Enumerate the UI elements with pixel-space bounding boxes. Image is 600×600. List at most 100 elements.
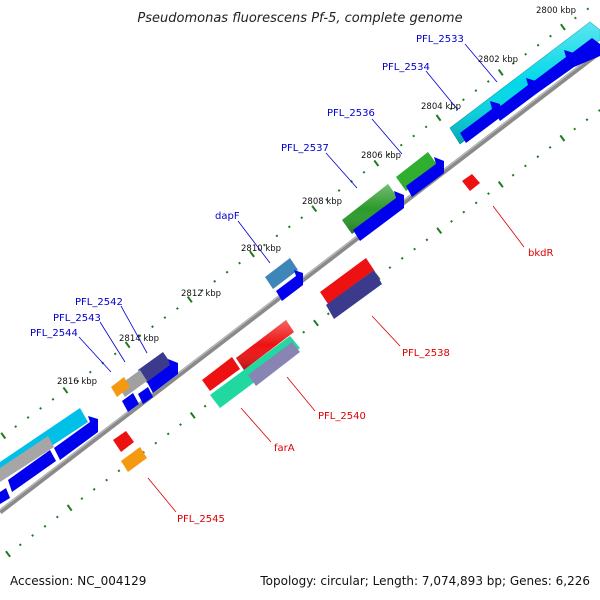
forward-gene-labels: PFL_2533 PFL_2534 PFL_2536 PFL_2537 dapF…: [30, 34, 464, 339]
cds-arrow[interactable]: [0, 488, 10, 504]
forward-features: [0, 21, 600, 482]
ruler-tick: [413, 247, 417, 251]
gene-label[interactable]: farA: [274, 443, 295, 454]
ruler-tick: [585, 118, 589, 122]
ruler-tick: [424, 125, 428, 129]
tick-label: 2816 kbp: [57, 377, 97, 387]
ruler-tick: [262, 243, 266, 247]
ruler-tick: [138, 334, 142, 338]
feature-pfl-2536[interactable]: [396, 152, 438, 191]
ruler-tick: [549, 34, 552, 38]
gene-label[interactable]: PFL_2536: [327, 108, 375, 119]
ruler-tick: [88, 370, 92, 374]
cds-arrow[interactable]: [147, 359, 178, 393]
ruler-tick: [449, 107, 453, 111]
ruler-tick: [486, 80, 490, 83]
ruler-tick: [66, 504, 73, 512]
gene-label[interactable]: PFL_2542: [75, 297, 123, 308]
cds-arrow[interactable]: [494, 78, 536, 121]
ruler-tick: [105, 478, 108, 482]
ruler-tick: [151, 325, 154, 329]
ruler-tick: [55, 515, 59, 519]
gene-label[interactable]: dapF: [215, 211, 240, 222]
cds-arrow[interactable]: [353, 191, 404, 241]
ruler-tick: [450, 220, 453, 223]
ruler-tick: [536, 155, 540, 159]
map-title: Pseudomonas fluorescens Pf-5, complete g…: [137, 11, 462, 26]
ruler-tick: [225, 270, 229, 274]
cds-arrow[interactable]: [530, 50, 574, 94]
ruler-tick: [92, 487, 96, 491]
inner-tick-ring: [5, 109, 600, 558]
ruler-tick: [179, 423, 182, 426]
gene-label[interactable]: PFL_2538: [402, 348, 450, 359]
gene-label[interactable]: PFL_2534: [382, 62, 430, 73]
outer-tick-ring: [0, 7, 590, 440]
ruler-tick: [186, 296, 193, 303]
feature-red-small[interactable]: [202, 357, 240, 391]
ruler-tick: [511, 173, 515, 177]
feature-pfl-2545[interactable]: [121, 447, 147, 472]
feature-pfl-2538-red[interactable]: [320, 258, 374, 304]
ruler-tick: [31, 534, 34, 537]
ruler-tick: [462, 210, 466, 214]
ruler-tick: [154, 441, 158, 445]
cds-arrow[interactable]: [122, 393, 139, 412]
tick-label: 2808 kbp: [302, 197, 342, 207]
feature-bkdR[interactable]: [462, 174, 480, 191]
ruler-tick: [166, 432, 170, 436]
ruler-tick: [399, 143, 403, 147]
ruler-tick: [0, 432, 7, 440]
feature-pfl-2538[interactable]: [326, 270, 382, 319]
feature-dapF[interactable]: [265, 258, 298, 289]
ruler-tick: [412, 134, 416, 138]
feature-pfl-2542[interactable]: [138, 352, 172, 383]
coordinate-labels: 2800 kbp 2802 kbp 2804 kbp 2806 kbp 2808…: [57, 6, 576, 387]
ruler-tick: [302, 330, 306, 334]
cds-arrow[interactable]: [460, 101, 502, 143]
cds-arrow[interactable]: [276, 270, 303, 301]
cds-arrow[interactable]: [54, 416, 98, 460]
genome-summary-text: Topology: circular; Length: 7,074,893 bp…: [259, 574, 590, 588]
ruler-tick: [474, 89, 478, 93]
ruler-tick: [560, 23, 566, 31]
tick-label: 2806 kbp: [361, 151, 401, 161]
gene-label[interactable]: PFL_2533: [416, 34, 464, 45]
ruler-tick: [524, 52, 528, 56]
ruler-tick: [436, 227, 443, 234]
cds-arrow[interactable]: [8, 450, 56, 492]
feature-farA[interactable]: [113, 431, 134, 452]
ruler-tick: [559, 134, 566, 142]
gene-label[interactable]: PFL_2543: [53, 313, 101, 324]
gene-label[interactable]: PFL_2540: [318, 411, 366, 422]
ruler-tick: [573, 16, 577, 20]
gene-label[interactable]: bkdR: [528, 248, 553, 259]
ruler-tick: [249, 250, 255, 258]
ruler-tick: [51, 397, 55, 401]
ruler-tick: [487, 192, 490, 195]
ruler-tick: [26, 416, 30, 419]
ruler-tick: [275, 234, 279, 238]
cds-arrow[interactable]: [568, 38, 600, 67]
gene-label[interactable]: PFL_2545: [177, 514, 225, 525]
forward-cds: [0, 38, 600, 504]
ruler-tick: [200, 289, 204, 292]
feature-pfl-2544[interactable]: [111, 377, 130, 397]
gene-label[interactable]: PFL_2544: [30, 328, 78, 339]
ruler-tick: [213, 279, 217, 283]
cds-arrow[interactable]: [406, 157, 444, 197]
cds-arrow[interactable]: [138, 387, 153, 404]
reverse-leaders: [147, 205, 525, 513]
ruler-tick: [325, 198, 329, 201]
tick-label: 2812 kbp: [181, 289, 221, 299]
tick-label: 2804 kbp: [421, 102, 461, 112]
gene-label[interactable]: PFL_2537: [281, 143, 329, 154]
accession-text: Accession: NC_004129: [10, 574, 146, 588]
ruler-tick: [176, 307, 179, 310]
ruler-tick: [586, 7, 590, 11]
ruler-tick: [203, 404, 207, 408]
ruler-tick: [124, 341, 131, 349]
ruler-tick: [113, 352, 117, 356]
ruler-tick: [311, 205, 318, 213]
